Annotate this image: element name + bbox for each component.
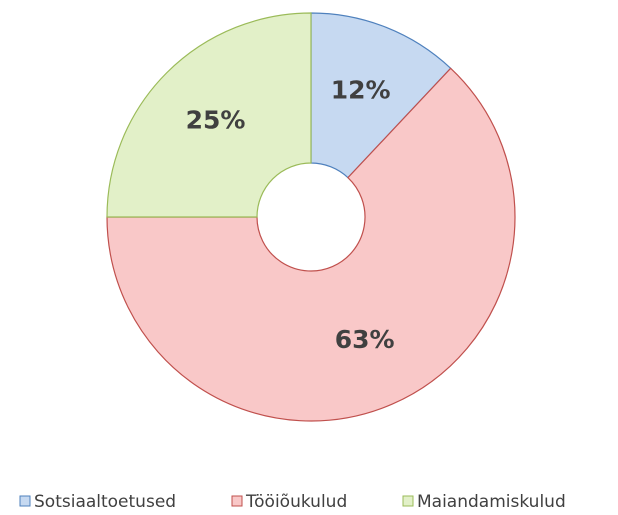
data-label: 12% — [331, 75, 391, 104]
data-label: 25% — [186, 106, 246, 135]
donut-slice — [310, 12, 452, 179]
data-label: 63% — [335, 325, 395, 354]
legend-label: Maiandamiskulud — [417, 492, 566, 512]
legend-swatch — [231, 495, 243, 507]
donut-slice — [106, 12, 312, 218]
legend-label: Tööiõukulud — [245, 492, 347, 512]
donut-slice — [106, 67, 516, 422]
legend-swatch — [19, 495, 31, 507]
legend-swatch — [402, 495, 414, 507]
legend-label: Sotsiaaltoetused — [34, 492, 176, 512]
